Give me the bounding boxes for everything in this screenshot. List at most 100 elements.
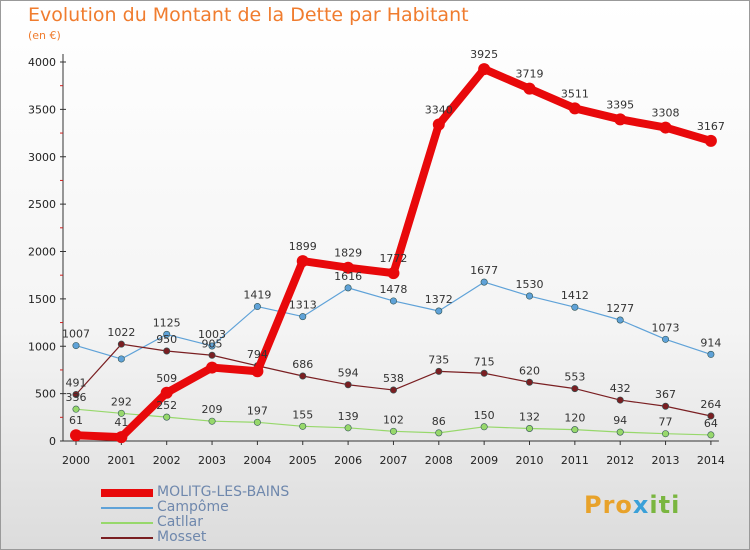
chart-unit: (en €) <box>28 29 61 42</box>
data-point <box>206 361 219 374</box>
data-label: 252 <box>156 399 177 412</box>
data-point <box>435 367 443 375</box>
data-label: 620 <box>519 364 540 377</box>
axes: 0 500 1000 1500 2000 2500 3000 3500 4000 2000 2001… <box>28 54 725 467</box>
data-point <box>251 365 264 378</box>
x-tick-label: 2009 <box>470 454 498 467</box>
x-tick-label: 2002 <box>153 454 181 467</box>
data-point <box>478 63 491 76</box>
data-label: 86 <box>432 415 446 428</box>
data-point <box>208 417 216 425</box>
data-label: 367 <box>655 388 676 401</box>
data-point <box>117 409 125 417</box>
data-point <box>115 431 128 444</box>
data-point <box>662 335 670 343</box>
y-tick-label: 2500 <box>28 198 56 211</box>
data-label: 905 <box>202 337 223 350</box>
data-point <box>299 372 307 380</box>
data-point <box>662 402 670 410</box>
data-point <box>253 303 261 311</box>
data-point <box>616 316 624 324</box>
data-label: 1899 <box>289 240 317 253</box>
data-point <box>523 82 536 95</box>
data-point <box>70 429 82 442</box>
series-2 <box>72 405 715 439</box>
data-label: 1277 <box>606 302 634 315</box>
data-point <box>480 369 488 377</box>
data-label: 509 <box>156 372 177 385</box>
y-tick-label: 3500 <box>28 103 56 116</box>
x-tick-label: 2008 <box>425 454 453 467</box>
x-tick-label: 2007 <box>379 454 407 467</box>
data-point <box>163 330 171 338</box>
data-label: 1125 <box>153 316 181 329</box>
logo-part-3: iti <box>649 491 681 519</box>
data-point <box>160 386 173 399</box>
y-tick-label: 1000 <box>28 340 56 353</box>
logo-part-2: x <box>632 491 650 519</box>
legend-label-1: Campôme <box>157 499 229 515</box>
y-tick-label: 4000 <box>28 56 56 69</box>
data-point <box>389 386 397 394</box>
data-label: 3719 <box>516 68 544 81</box>
legend-swatch-0 <box>101 489 153 497</box>
data-label: 1616 <box>334 270 362 283</box>
data-label: 150 <box>474 409 495 422</box>
legend-swatch-2 <box>101 522 153 524</box>
data-point <box>299 313 307 321</box>
data-point <box>707 431 715 439</box>
data-point <box>525 378 533 386</box>
data-label: 3925 <box>470 48 498 61</box>
data-label: 735 <box>428 353 449 366</box>
data-label: 3340 <box>425 104 453 117</box>
proxiti-logo: Proxiti <box>584 491 680 519</box>
legend-label-2: Catllar <box>157 514 203 530</box>
data-label: 197 <box>247 404 268 417</box>
data-label: 432 <box>610 382 631 395</box>
series-0 <box>70 63 717 444</box>
y-tick-label: 1500 <box>28 293 56 306</box>
chart-title: Evolution du Montant de la Dette par Hab… <box>28 4 469 26</box>
logo-part-1: Pro <box>584 491 633 519</box>
series-3 <box>72 340 715 420</box>
data-label: 1073 <box>652 321 680 334</box>
x-tick-label: 2013 <box>652 454 680 467</box>
data-point <box>163 413 171 421</box>
y-tick-label: 0 <box>49 435 56 448</box>
data-point <box>296 255 309 268</box>
data-label: 120 <box>564 412 585 425</box>
y-tick-label: 2000 <box>28 246 56 259</box>
x-tick-label: 2010 <box>516 454 544 467</box>
data-label: 538 <box>383 372 404 385</box>
data-point <box>253 418 261 426</box>
data-point <box>662 430 670 438</box>
data-point <box>568 102 581 115</box>
data-point <box>614 113 627 126</box>
data-point <box>571 303 579 311</box>
data-point <box>299 422 307 430</box>
data-label: 1007 <box>62 328 90 341</box>
data-point <box>163 347 171 355</box>
data-point <box>435 307 443 315</box>
data-label: 794 <box>247 348 268 361</box>
x-tick-label: 2011 <box>561 454 589 467</box>
data-label: 41 <box>114 416 128 429</box>
x-tick-label: 2005 <box>289 454 317 467</box>
legend-label-3: Mosset <box>157 529 207 545</box>
data-label: 64 <box>704 417 718 430</box>
data-label: 715 <box>474 355 495 368</box>
x-tick-label: 2003 <box>198 454 226 467</box>
data-label: 61 <box>69 414 83 427</box>
data-point <box>389 297 397 305</box>
data-label: 1372 <box>425 293 453 306</box>
data-point <box>704 134 717 147</box>
data-label: 3167 <box>697 120 725 133</box>
data-label: 1677 <box>470 264 498 277</box>
x-tick-label: 2014 <box>697 454 725 467</box>
data-label: 1478 <box>379 283 407 296</box>
data-label: 3511 <box>561 87 589 100</box>
data-label: 1313 <box>289 299 317 312</box>
data-label: 132 <box>519 410 540 423</box>
data-label: 292 <box>111 395 132 408</box>
